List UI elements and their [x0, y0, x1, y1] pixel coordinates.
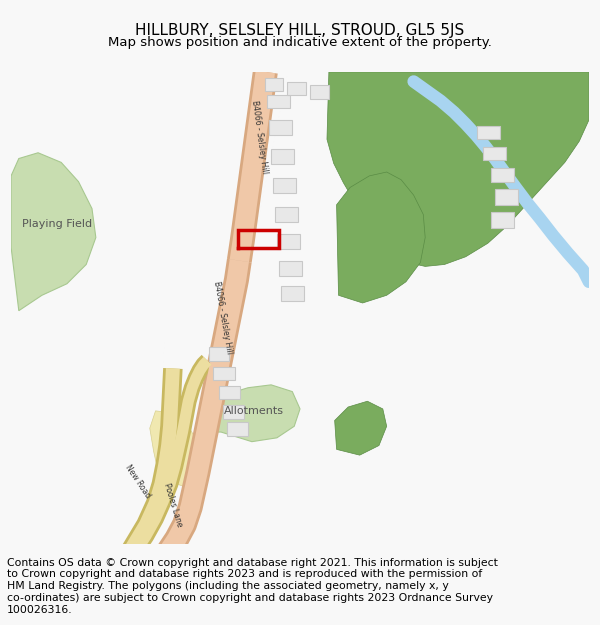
- Polygon shape: [269, 120, 292, 136]
- Polygon shape: [491, 213, 514, 228]
- Polygon shape: [223, 405, 244, 419]
- Polygon shape: [327, 72, 589, 266]
- Polygon shape: [219, 386, 240, 399]
- Polygon shape: [265, 78, 283, 91]
- Polygon shape: [271, 149, 294, 164]
- Text: B4066 - Selsley Hill: B4066 - Selsley Hill: [212, 280, 234, 354]
- Polygon shape: [337, 172, 425, 303]
- Polygon shape: [491, 168, 514, 182]
- Polygon shape: [267, 95, 290, 109]
- Polygon shape: [335, 401, 386, 455]
- Text: Contains OS data © Crown copyright and database right 2021. This information is : Contains OS data © Crown copyright and d…: [7, 558, 498, 568]
- Polygon shape: [150, 411, 203, 486]
- Text: 100026316.: 100026316.: [7, 605, 73, 615]
- Polygon shape: [279, 261, 302, 276]
- Polygon shape: [477, 126, 500, 139]
- Polygon shape: [273, 177, 296, 193]
- Polygon shape: [208, 385, 300, 442]
- Text: Playing Field: Playing Field: [22, 219, 92, 229]
- Text: Pooles Lane: Pooles Lane: [162, 482, 184, 528]
- Text: HILLBURY, SELSLEY HILL, STROUD, GL5 5JS: HILLBURY, SELSLEY HILL, STROUD, GL5 5JS: [136, 22, 464, 38]
- Polygon shape: [287, 81, 306, 95]
- Polygon shape: [209, 348, 229, 361]
- Polygon shape: [227, 422, 248, 436]
- Text: Allotments: Allotments: [224, 406, 284, 416]
- Polygon shape: [214, 366, 235, 380]
- Polygon shape: [11, 152, 96, 311]
- Text: B4066 - Selsley Hill: B4066 - Selsley Hill: [250, 100, 269, 174]
- Polygon shape: [483, 147, 506, 161]
- Text: co-ordinates) are subject to Crown copyright and database rights 2023 Ordnance S: co-ordinates) are subject to Crown copyr…: [7, 593, 493, 603]
- Polygon shape: [281, 286, 304, 301]
- Polygon shape: [494, 189, 518, 205]
- Polygon shape: [275, 207, 298, 222]
- Text: New Road: New Road: [124, 462, 152, 499]
- Text: to Crown copyright and database rights 2023 and is reproduced with the permissio: to Crown copyright and database rights 2…: [7, 569, 482, 579]
- Polygon shape: [310, 86, 329, 99]
- Polygon shape: [277, 234, 300, 249]
- Text: Map shows position and indicative extent of the property.: Map shows position and indicative extent…: [108, 36, 492, 49]
- Text: HM Land Registry. The polygons (including the associated geometry, namely x, y: HM Land Registry. The polygons (includin…: [7, 581, 449, 591]
